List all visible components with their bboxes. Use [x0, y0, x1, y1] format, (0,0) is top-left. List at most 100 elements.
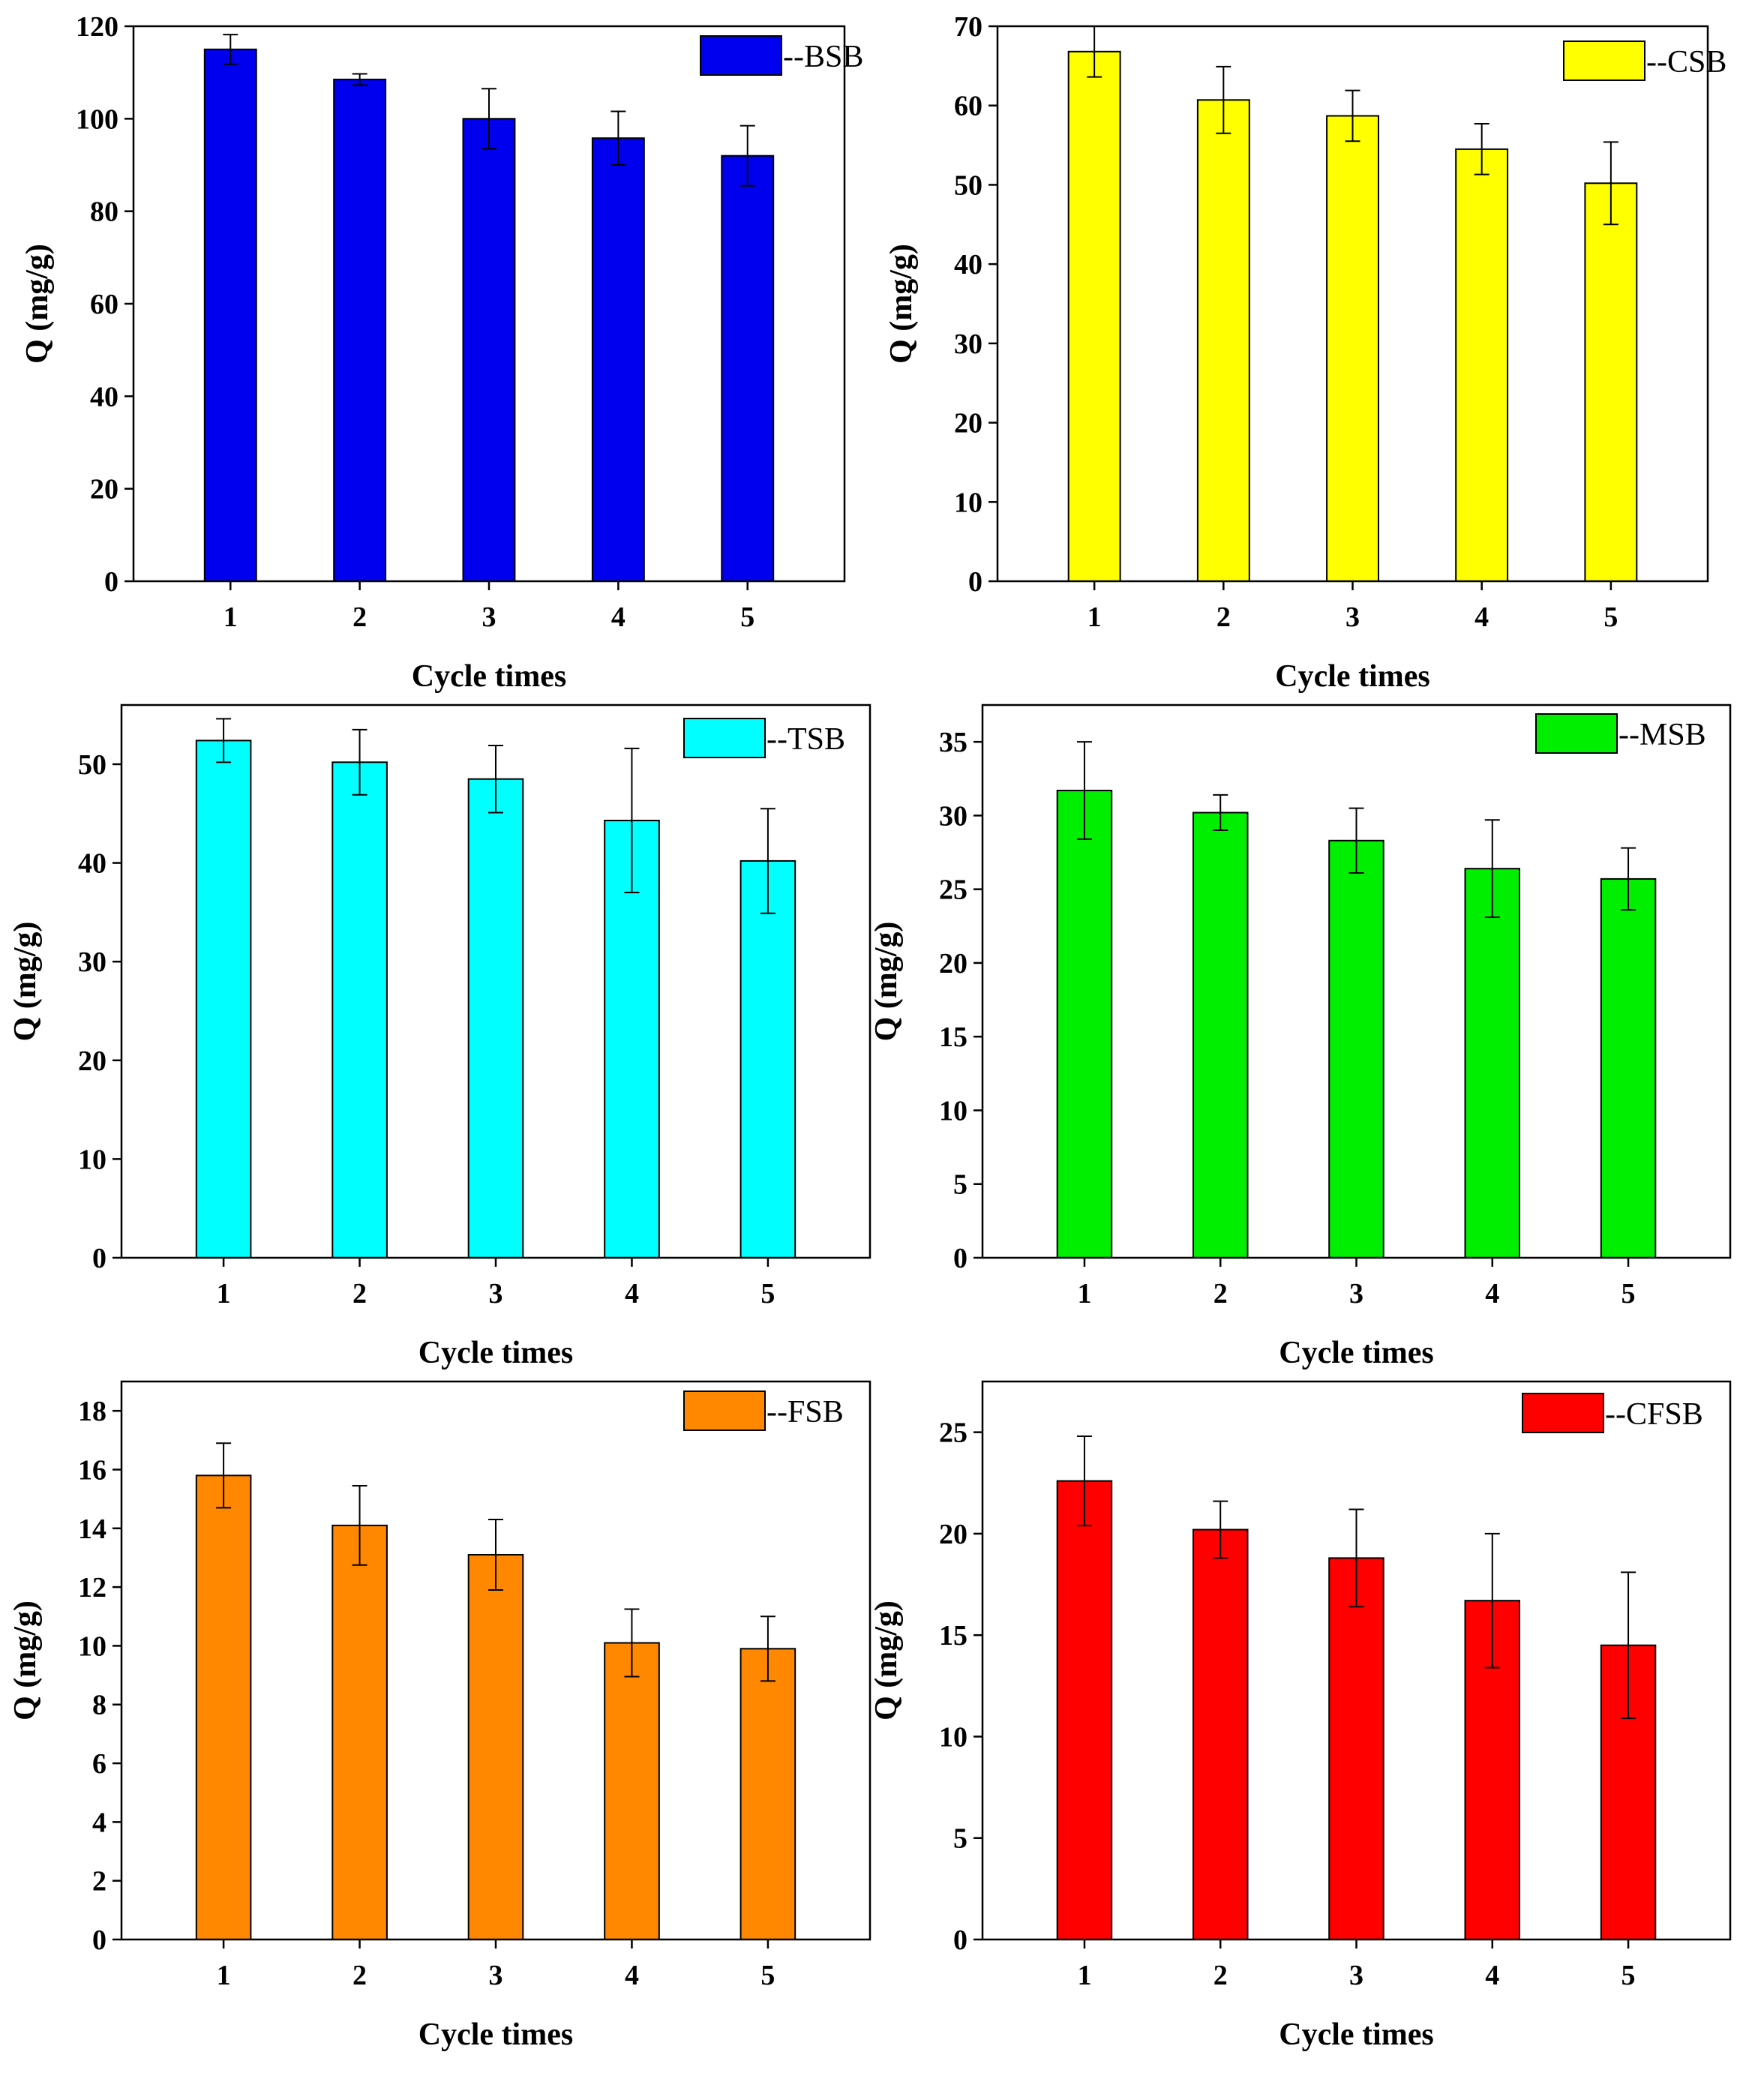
y-tick-label: 100	[76, 104, 118, 135]
bar-1	[1056, 1480, 1113, 1940]
error-bar-4	[624, 747, 640, 894]
error-bar-2	[352, 728, 368, 796]
y-tick-label: 15	[939, 1620, 968, 1652]
y-tick-label: 30	[78, 946, 106, 978]
y-tick-label: 50	[78, 749, 106, 781]
y-tick-label: 5	[953, 1823, 968, 1855]
x-tick-label: 1	[217, 1278, 231, 1310]
bar-1	[1056, 790, 1113, 1258]
legend-label: --CSB	[1646, 45, 1726, 80]
y-tick-label: 60	[90, 289, 118, 320]
y-tick-label: 14	[78, 1514, 106, 1545]
bar-5	[740, 860, 796, 1258]
legend-label: --TSB	[766, 722, 845, 757]
error-bar-3	[482, 88, 496, 150]
bar-1	[195, 1474, 252, 1941]
y-tick-label: 15	[939, 1022, 968, 1053]
y-tick-label: 50	[954, 170, 982, 201]
y-tick-label: 18	[78, 1396, 106, 1427]
y-tick-label: 0	[92, 1243, 106, 1274]
error-bar-5	[1621, 1571, 1636, 1720]
error-bar-4	[1484, 1532, 1500, 1669]
bar-5	[721, 154, 775, 582]
legend-label: --BSB	[783, 40, 863, 74]
bar-2	[1196, 99, 1250, 583]
x-tick-label: 2	[1214, 1278, 1228, 1310]
bar-4	[1464, 868, 1520, 1258]
bar-5	[740, 1648, 796, 1941]
y-tick-label: 0	[953, 1243, 968, 1274]
y-tick-label: 40	[78, 848, 106, 880]
x-tick-label: 4	[1485, 1960, 1499, 1991]
y-axis-title: Q (mg/g)	[884, 244, 919, 364]
error-bar-4	[1484, 819, 1500, 919]
y-tick-label: 20	[939, 948, 968, 980]
x-tick-label: 5	[740, 602, 754, 633]
chart-panel-4: 0 5 10 15 20 25 30 35 1 2 3 4 5 Cycle times Q (mg/g) --…	[869, 704, 1732, 1370]
y-tick-label: 4	[92, 1807, 106, 1838]
y-tick-label: 20	[78, 1046, 106, 1077]
y-tick-label: 10	[939, 1721, 968, 1753]
y-tick-label: 0	[104, 566, 118, 598]
bar-3	[467, 778, 524, 1258]
x-tick-label: 5	[1604, 602, 1618, 633]
bar-3	[467, 1554, 524, 1940]
x-tick-label: 1	[217, 1960, 231, 1991]
legend-swatch	[683, 1390, 766, 1431]
bar-5	[1600, 878, 1657, 1259]
legend: --MSB	[1535, 713, 1706, 754]
legend-swatch	[1522, 1393, 1604, 1433]
y-tick-label: 20	[954, 408, 982, 440]
error-bar-2	[352, 73, 368, 86]
x-tick-label: 4	[625, 1278, 639, 1310]
y-tick-label: 40	[954, 249, 982, 280]
x-tick-label: 3	[1346, 602, 1360, 633]
x-tick-label: 2	[352, 1960, 367, 1991]
y-tick-label: 6	[92, 1748, 106, 1780]
error-bar-1	[1076, 741, 1092, 840]
y-axis-title: Q (mg/g)	[8, 922, 43, 1042]
x-tick-label: 5	[1622, 1278, 1636, 1310]
y-axis-title: Q (mg/g)	[20, 244, 55, 364]
y-tick-label: 20	[90, 474, 118, 506]
y-tick-label: 10	[939, 1095, 968, 1126]
y-tick-label: 80	[90, 196, 118, 228]
error-bar-3	[1348, 1508, 1364, 1608]
x-tick-label: 4	[1485, 1278, 1499, 1310]
x-tick-label: 4	[625, 1960, 639, 1991]
y-tick-label: 35	[939, 727, 968, 758]
bar-3	[1326, 115, 1379, 582]
error-bar-5	[760, 808, 776, 914]
x-tick-label: 2	[1216, 602, 1231, 633]
error-bar-2	[1213, 794, 1228, 832]
y-axis-title: Q (mg/g)	[869, 922, 904, 1042]
x-tick-label: 5	[760, 1960, 775, 1991]
legend: --CSB	[1563, 40, 1726, 81]
error-bar-4	[610, 110, 626, 166]
x-tick-label: 2	[1214, 1960, 1228, 1991]
y-axis-title: Q (mg/g)	[8, 1600, 43, 1720]
x-tick-label: 5	[1622, 1960, 1636, 1991]
y-tick-label: 60	[954, 91, 982, 122]
x-tick-label: 2	[352, 602, 367, 633]
error-bar-1	[223, 34, 238, 65]
x-tick-label: 2	[352, 1278, 367, 1310]
x-tick-label: 1	[224, 602, 238, 633]
bar-1	[203, 48, 257, 583]
x-tick-label: 4	[1474, 602, 1489, 633]
y-tick-label: 8	[92, 1690, 106, 1721]
error-bar-1	[216, 718, 232, 764]
y-tick-label: 2	[92, 1866, 106, 1898]
x-axis-title: Cycle times	[418, 1336, 573, 1370]
y-tick-label: 5	[953, 1169, 968, 1201]
error-bar-5	[1621, 847, 1636, 911]
chart-panel-6: 0 5 10 15 20 25 1 2 3 4 5 Cycle times Q (mg/g) --CFSB	[869, 1380, 1732, 2052]
y-tick-label: 30	[954, 328, 982, 360]
y-tick-label: 10	[954, 487, 982, 518]
error-bar-5	[1603, 141, 1618, 226]
x-axis-title: Cycle times	[1279, 2018, 1433, 2052]
x-tick-label: 1	[1077, 1960, 1091, 1991]
x-axis-title: Cycle times	[412, 659, 566, 694]
x-tick-label: 3	[1349, 1278, 1364, 1310]
